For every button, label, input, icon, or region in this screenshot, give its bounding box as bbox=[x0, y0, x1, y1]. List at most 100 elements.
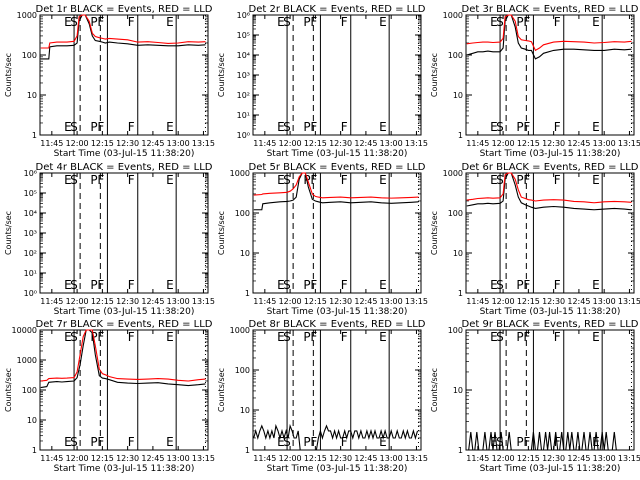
x-tick-label: 11:45 bbox=[466, 139, 489, 148]
y-tick-label: 100 bbox=[448, 209, 463, 218]
event-label-bottom: F bbox=[128, 120, 135, 134]
y-tick-label: 10¹ bbox=[24, 269, 37, 278]
y-tick-label: 10 bbox=[453, 249, 463, 258]
x-tick-label: 12:45 bbox=[141, 297, 164, 306]
x-tick-label: 12:30 bbox=[116, 139, 139, 148]
x-tick-label: 11:45 bbox=[466, 297, 489, 306]
x-tick-label: 12:00 bbox=[66, 139, 89, 148]
y-tick-label: 1000 bbox=[230, 326, 250, 335]
event-label: F bbox=[341, 173, 348, 187]
event-label-bottom: E bbox=[166, 435, 174, 449]
x-tick-label: 11:45 bbox=[253, 297, 276, 306]
lld-series-line bbox=[467, 15, 632, 50]
event-label-bottom: P bbox=[516, 120, 523, 134]
y-tick-label: 1 bbox=[458, 131, 463, 140]
chart-title: Det 4r BLACK = Events, RED = LLD bbox=[36, 162, 213, 173]
y-tick-label: 10⁰ bbox=[237, 131, 250, 140]
x-tick-label: 13:00 bbox=[380, 297, 403, 306]
x-axis-label: Start Time (03-Jul-15 11:38:20) bbox=[267, 149, 408, 159]
plot-frame bbox=[252, 172, 422, 294]
lld-series-line bbox=[41, 15, 206, 48]
event-label-bottom: E bbox=[277, 435, 285, 449]
y-tick-label: 10³ bbox=[237, 71, 250, 80]
event-label-bottom: E bbox=[64, 120, 72, 134]
event-label-bottom: F bbox=[97, 278, 104, 292]
y-tick-label: 10 bbox=[27, 91, 37, 100]
x-tick-label: 12:00 bbox=[279, 454, 302, 463]
event-label-bottom: P bbox=[303, 120, 310, 134]
y-tick-label: 100 bbox=[22, 51, 37, 60]
y-tick-label: 10⁶ bbox=[237, 11, 250, 20]
event-label: F bbox=[523, 330, 530, 344]
event-label-bottom: S bbox=[70, 435, 78, 449]
y-axis-label: Counts/sec bbox=[430, 53, 439, 97]
event-label: S bbox=[70, 330, 78, 344]
event-label: E bbox=[379, 173, 387, 187]
y-axis-label: Counts/sec bbox=[217, 211, 226, 255]
chart-panel-6: Det 6r BLACK = Events, RED = LLD Counts/s… bbox=[430, 162, 640, 317]
x-tick-label: 12:45 bbox=[354, 297, 377, 306]
chart-panel-3: Det 3r BLACK = Events, RED = LLD Counts/s… bbox=[430, 4, 640, 159]
event-label-bottom: P bbox=[90, 120, 97, 134]
event-label: P bbox=[303, 15, 310, 29]
event-label: S bbox=[496, 173, 504, 187]
event-label: E bbox=[592, 173, 600, 187]
event-label: F bbox=[523, 173, 530, 187]
event-label: S bbox=[496, 330, 504, 344]
x-tick-label: 12:00 bbox=[279, 139, 302, 148]
event-label: F bbox=[128, 173, 135, 187]
event-label: S bbox=[70, 15, 78, 29]
y-axis-label: Counts/sec bbox=[4, 368, 13, 412]
event-label-bottom: F bbox=[128, 435, 135, 449]
x-tick-label: 12:00 bbox=[492, 297, 515, 306]
y-tick-label: 1 bbox=[245, 289, 250, 298]
y-tick-label: 1000 bbox=[17, 11, 37, 20]
y-tick-label: 1 bbox=[458, 446, 463, 455]
event-label: E bbox=[490, 15, 498, 29]
x-tick-label: 12:45 bbox=[354, 454, 377, 463]
event-label-bottom: S bbox=[283, 120, 291, 134]
event-label-bottom: P bbox=[90, 435, 97, 449]
event-label: F bbox=[128, 15, 135, 29]
event-label: P bbox=[516, 330, 523, 344]
y-tick-label: 10⁴ bbox=[24, 209, 37, 218]
x-tick-label: 13:00 bbox=[593, 454, 616, 463]
event-label: E bbox=[490, 173, 498, 187]
y-tick-label: 1 bbox=[32, 446, 37, 455]
event-label-bottom: E bbox=[277, 120, 285, 134]
y-tick-label: 1 bbox=[32, 131, 37, 140]
event-label: S bbox=[283, 15, 291, 29]
chart-panel-8: Det 8r BLACK = Events, RED = LLD Counts/s… bbox=[217, 319, 428, 474]
x-tick-label: 12:15 bbox=[517, 297, 540, 306]
event-label-bottom: P bbox=[90, 278, 97, 292]
x-tick-label: 11:45 bbox=[40, 297, 63, 306]
chart-panel-9: Det 9r BLACK = Events, RED = LLD Counts/s… bbox=[430, 319, 640, 474]
event-label: E bbox=[166, 330, 174, 344]
y-tick-label: 1000 bbox=[443, 169, 463, 178]
event-label: F bbox=[310, 173, 317, 187]
x-tick-label: 12:30 bbox=[116, 454, 139, 463]
y-tick-label: 1000 bbox=[17, 356, 37, 365]
events-series-line bbox=[41, 15, 206, 59]
event-label: F bbox=[554, 173, 561, 187]
y-tick-label: 1000 bbox=[230, 169, 250, 178]
chart-panel-4: Det 4r BLACK = Events, RED = LLD Counts/s… bbox=[4, 162, 215, 317]
x-tick-label: 11:45 bbox=[253, 454, 276, 463]
chart-title: Det 5r BLACK = Events, RED = LLD bbox=[249, 162, 426, 173]
x-tick-label: 13:15 bbox=[405, 454, 428, 463]
event-label: F bbox=[97, 15, 104, 29]
plot-frame bbox=[252, 14, 422, 136]
event-label-bottom: F bbox=[554, 278, 561, 292]
event-label-bottom: E bbox=[379, 120, 387, 134]
event-label: P bbox=[303, 330, 310, 344]
x-tick-label: 13:15 bbox=[618, 297, 640, 306]
event-label: F bbox=[310, 330, 317, 344]
events-series-line bbox=[467, 173, 632, 210]
x-tick-label: 12:15 bbox=[517, 454, 540, 463]
x-tick-label: 12:45 bbox=[567, 297, 590, 306]
event-label: E bbox=[64, 330, 72, 344]
x-tick-label: 13:00 bbox=[167, 297, 190, 306]
y-tick-label: 10⁵ bbox=[237, 31, 250, 40]
x-tick-label: 13:15 bbox=[192, 454, 215, 463]
x-axis-label: Start Time (03-Jul-15 11:38:20) bbox=[267, 464, 408, 474]
